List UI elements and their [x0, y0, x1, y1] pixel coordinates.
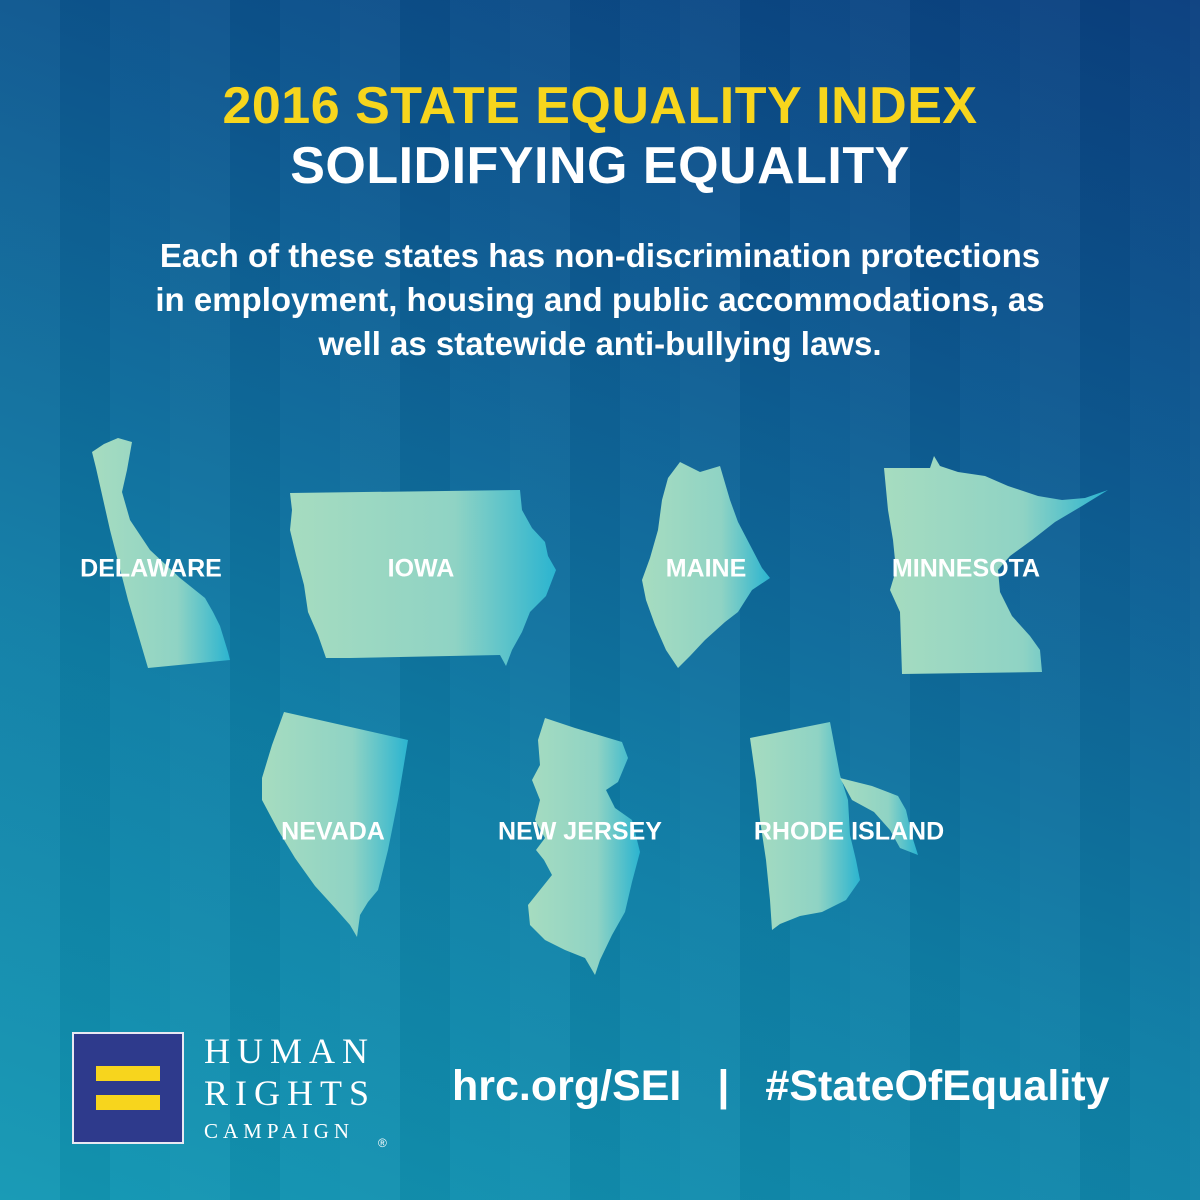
footer-links: hrc.org/SEI | #StateOfEquality — [452, 1062, 1110, 1111]
state-label-minnesota: MINNESOTA — [891, 554, 1041, 583]
delaware-shape — [92, 438, 230, 668]
new-jersey-shape — [528, 718, 640, 975]
state-label-maine: MAINE — [665, 554, 747, 583]
equal-sign-top-bar — [96, 1066, 160, 1081]
iowa-shape — [290, 490, 556, 666]
page-subtitle: SOLIDIFYING EQUALITY — [290, 137, 910, 195]
registered-mark: ® — [378, 1136, 387, 1150]
state-label-iowa: IOWA — [387, 554, 455, 583]
maine-shape — [642, 462, 770, 668]
minnesota-shape — [884, 456, 1108, 674]
state-label-new-jersey: NEW JERSEY — [498, 817, 662, 846]
wordmark-campaign: CAMPAIGN — [204, 1119, 355, 1143]
page-title: 2016 STATE EQUALITY INDEX — [222, 77, 978, 135]
rhode-island-shape — [750, 722, 860, 930]
state-label-rhode-island: RHODE ISLAND — [753, 817, 945, 846]
footer-hashtag-link[interactable]: #StateOfEquality — [765, 1062, 1110, 1110]
nevada-shape — [262, 712, 408, 937]
description: Each of these states has non-discriminat… — [155, 237, 1045, 362]
state-label-nevada: NEVADA — [281, 817, 385, 846]
hrc-wordmark: HUMAN RIGHTS CAMPAIGN — [204, 1030, 376, 1146]
wordmark-human: HUMAN — [204, 1031, 376, 1071]
hrc-logo — [72, 1032, 184, 1144]
equal-sign-bottom-bar — [96, 1095, 160, 1110]
footer-url-link[interactable]: hrc.org/SEI — [452, 1062, 682, 1110]
wordmark-rights: RIGHTS — [204, 1073, 377, 1113]
footer-separator: | — [717, 1062, 730, 1110]
state-label-delaware: DELAWARE — [80, 554, 222, 583]
rhode-island-bay-shape — [840, 778, 918, 855]
